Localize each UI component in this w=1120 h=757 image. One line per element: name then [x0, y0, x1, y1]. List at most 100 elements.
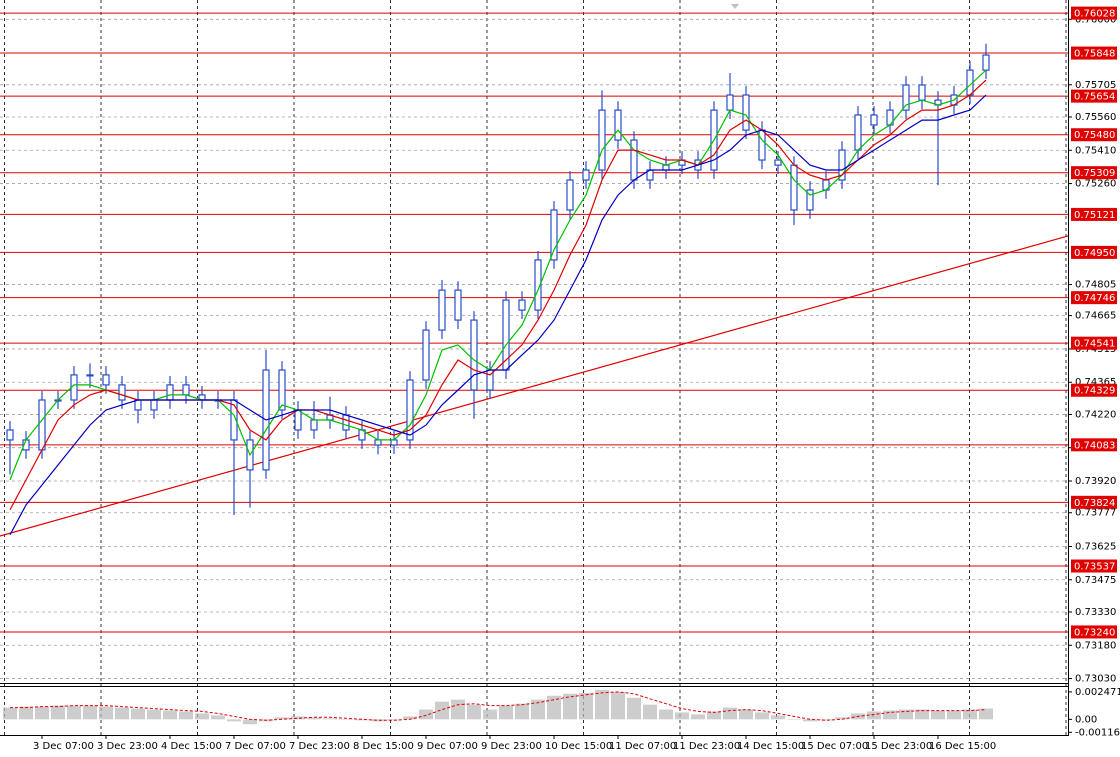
candle-body	[598, 109, 606, 171]
candle-body	[902, 84, 910, 111]
osc-bar	[115, 707, 129, 720]
level-label: 0.74329	[1074, 386, 1115, 397]
y-tick-label: 0.73030	[1075, 674, 1116, 685]
candle-body	[854, 114, 862, 151]
y-tick-label: 0.73475	[1075, 575, 1116, 586]
osc-bar	[723, 707, 737, 720]
osc-bar	[611, 691, 625, 720]
candle-body	[870, 114, 878, 126]
level-label-box	[1071, 625, 1117, 639]
level-label: 0.74746	[1074, 293, 1115, 304]
x-tick-label: 16 Dec 15:00	[929, 741, 996, 752]
level-label: 0.75654	[1074, 92, 1115, 103]
osc-bar	[579, 692, 593, 720]
y-tick-label: 0.73777	[1075, 508, 1116, 519]
y-tick-label: 0.75410	[1075, 145, 1116, 156]
candle-body	[790, 164, 798, 211]
level-label: 0.74083	[1074, 440, 1115, 451]
candle-body	[166, 384, 174, 401]
osc-bar	[163, 710, 177, 720]
level-label: 0.75480	[1074, 130, 1115, 141]
osc-bar	[451, 699, 465, 720]
x-tick-label: 7 Dec 07:00	[225, 741, 286, 752]
candle-body	[390, 439, 398, 446]
osc-bar	[195, 713, 209, 720]
y-tick-label: 0.74365	[1075, 377, 1116, 388]
y-tick-label: 0.74665	[1075, 311, 1116, 322]
level-label-box	[1071, 336, 1117, 350]
candle-body	[438, 289, 446, 331]
osc-bar	[3, 707, 17, 720]
osc-bar	[323, 718, 337, 720]
x-tick-label: 4 Dec 15:00	[161, 741, 222, 752]
candle-body	[342, 414, 350, 431]
level-label-box	[1071, 46, 1117, 60]
candle-body	[550, 209, 558, 261]
osc-bar	[787, 719, 801, 720]
candle-body	[518, 299, 526, 311]
osc-bar	[355, 719, 369, 721]
osc-bar	[515, 703, 529, 720]
x-tick-label: 15 Dec 23:00	[865, 741, 932, 752]
candle-body	[150, 399, 158, 411]
osc-bar	[675, 712, 689, 720]
y-tick-label: 0.74805	[1075, 280, 1116, 291]
x-tick-label: 11 Dec 23:00	[673, 741, 740, 752]
trendline	[0, 235, 1069, 537]
x-tick-label: 11 Dec 07:00	[609, 741, 676, 752]
y-tick-label: 0.73920	[1075, 476, 1116, 487]
level-label: 0.73537	[1074, 562, 1115, 573]
osc-bar	[707, 711, 721, 720]
osc-bar	[755, 712, 769, 720]
candle-body	[806, 189, 814, 211]
y-tick-label: -0.001167	[1075, 727, 1120, 738]
osc-bar	[131, 708, 145, 720]
osc-bar	[771, 715, 785, 720]
osc-bar	[147, 709, 161, 720]
level-label-box	[1071, 128, 1117, 142]
x-tick-label: 14 Dec 15:00	[737, 741, 804, 752]
osc-bar	[627, 697, 641, 720]
signal-line	[10, 691, 987, 721]
candle-body	[582, 169, 590, 181]
level-label: 0.75848	[1074, 49, 1115, 60]
osc-bar	[35, 706, 49, 720]
moving-average	[9, 94, 987, 536]
candle-body	[662, 164, 670, 171]
candle-body	[38, 399, 46, 451]
candle-body	[374, 439, 382, 446]
candle-body	[566, 179, 574, 211]
y-tick-label: 0.74220	[1075, 409, 1116, 420]
x-tick-label: 9 Dec 23:00	[481, 741, 542, 752]
level-label: 0.73824	[1074, 498, 1115, 509]
candle-body	[838, 149, 846, 181]
osc-bar	[435, 701, 449, 720]
candle-body	[6, 429, 14, 441]
osc-bar	[595, 689, 609, 720]
level-label: 0.75309	[1074, 168, 1115, 179]
level-label-box	[1071, 495, 1117, 509]
candle-body	[278, 369, 286, 411]
candle-body	[982, 54, 990, 71]
osc-bar	[803, 719, 817, 722]
candle-body	[182, 384, 190, 396]
candle-body	[630, 139, 638, 181]
candle-body	[758, 129, 766, 161]
osc-bar	[899, 709, 913, 720]
x-tick-label: 15 Dec 07:00	[801, 741, 868, 752]
osc-bar	[499, 705, 513, 720]
osc-bar	[83, 705, 97, 720]
y-tick-label: 0.75560	[1075, 112, 1116, 123]
x-tick-label: 3 Dec 23:00	[97, 741, 158, 752]
osc-bar	[291, 716, 305, 720]
candle-body	[534, 259, 542, 311]
osc-bar	[419, 709, 433, 720]
y-tick-label: 0.002471	[1075, 687, 1120, 698]
level-label-box	[1071, 166, 1117, 180]
osc-bar	[51, 705, 65, 720]
level-label: 0.75121	[1074, 210, 1115, 221]
level-label-box	[1071, 245, 1117, 259]
osc-bar	[739, 709, 753, 720]
osc-bar	[563, 693, 577, 720]
